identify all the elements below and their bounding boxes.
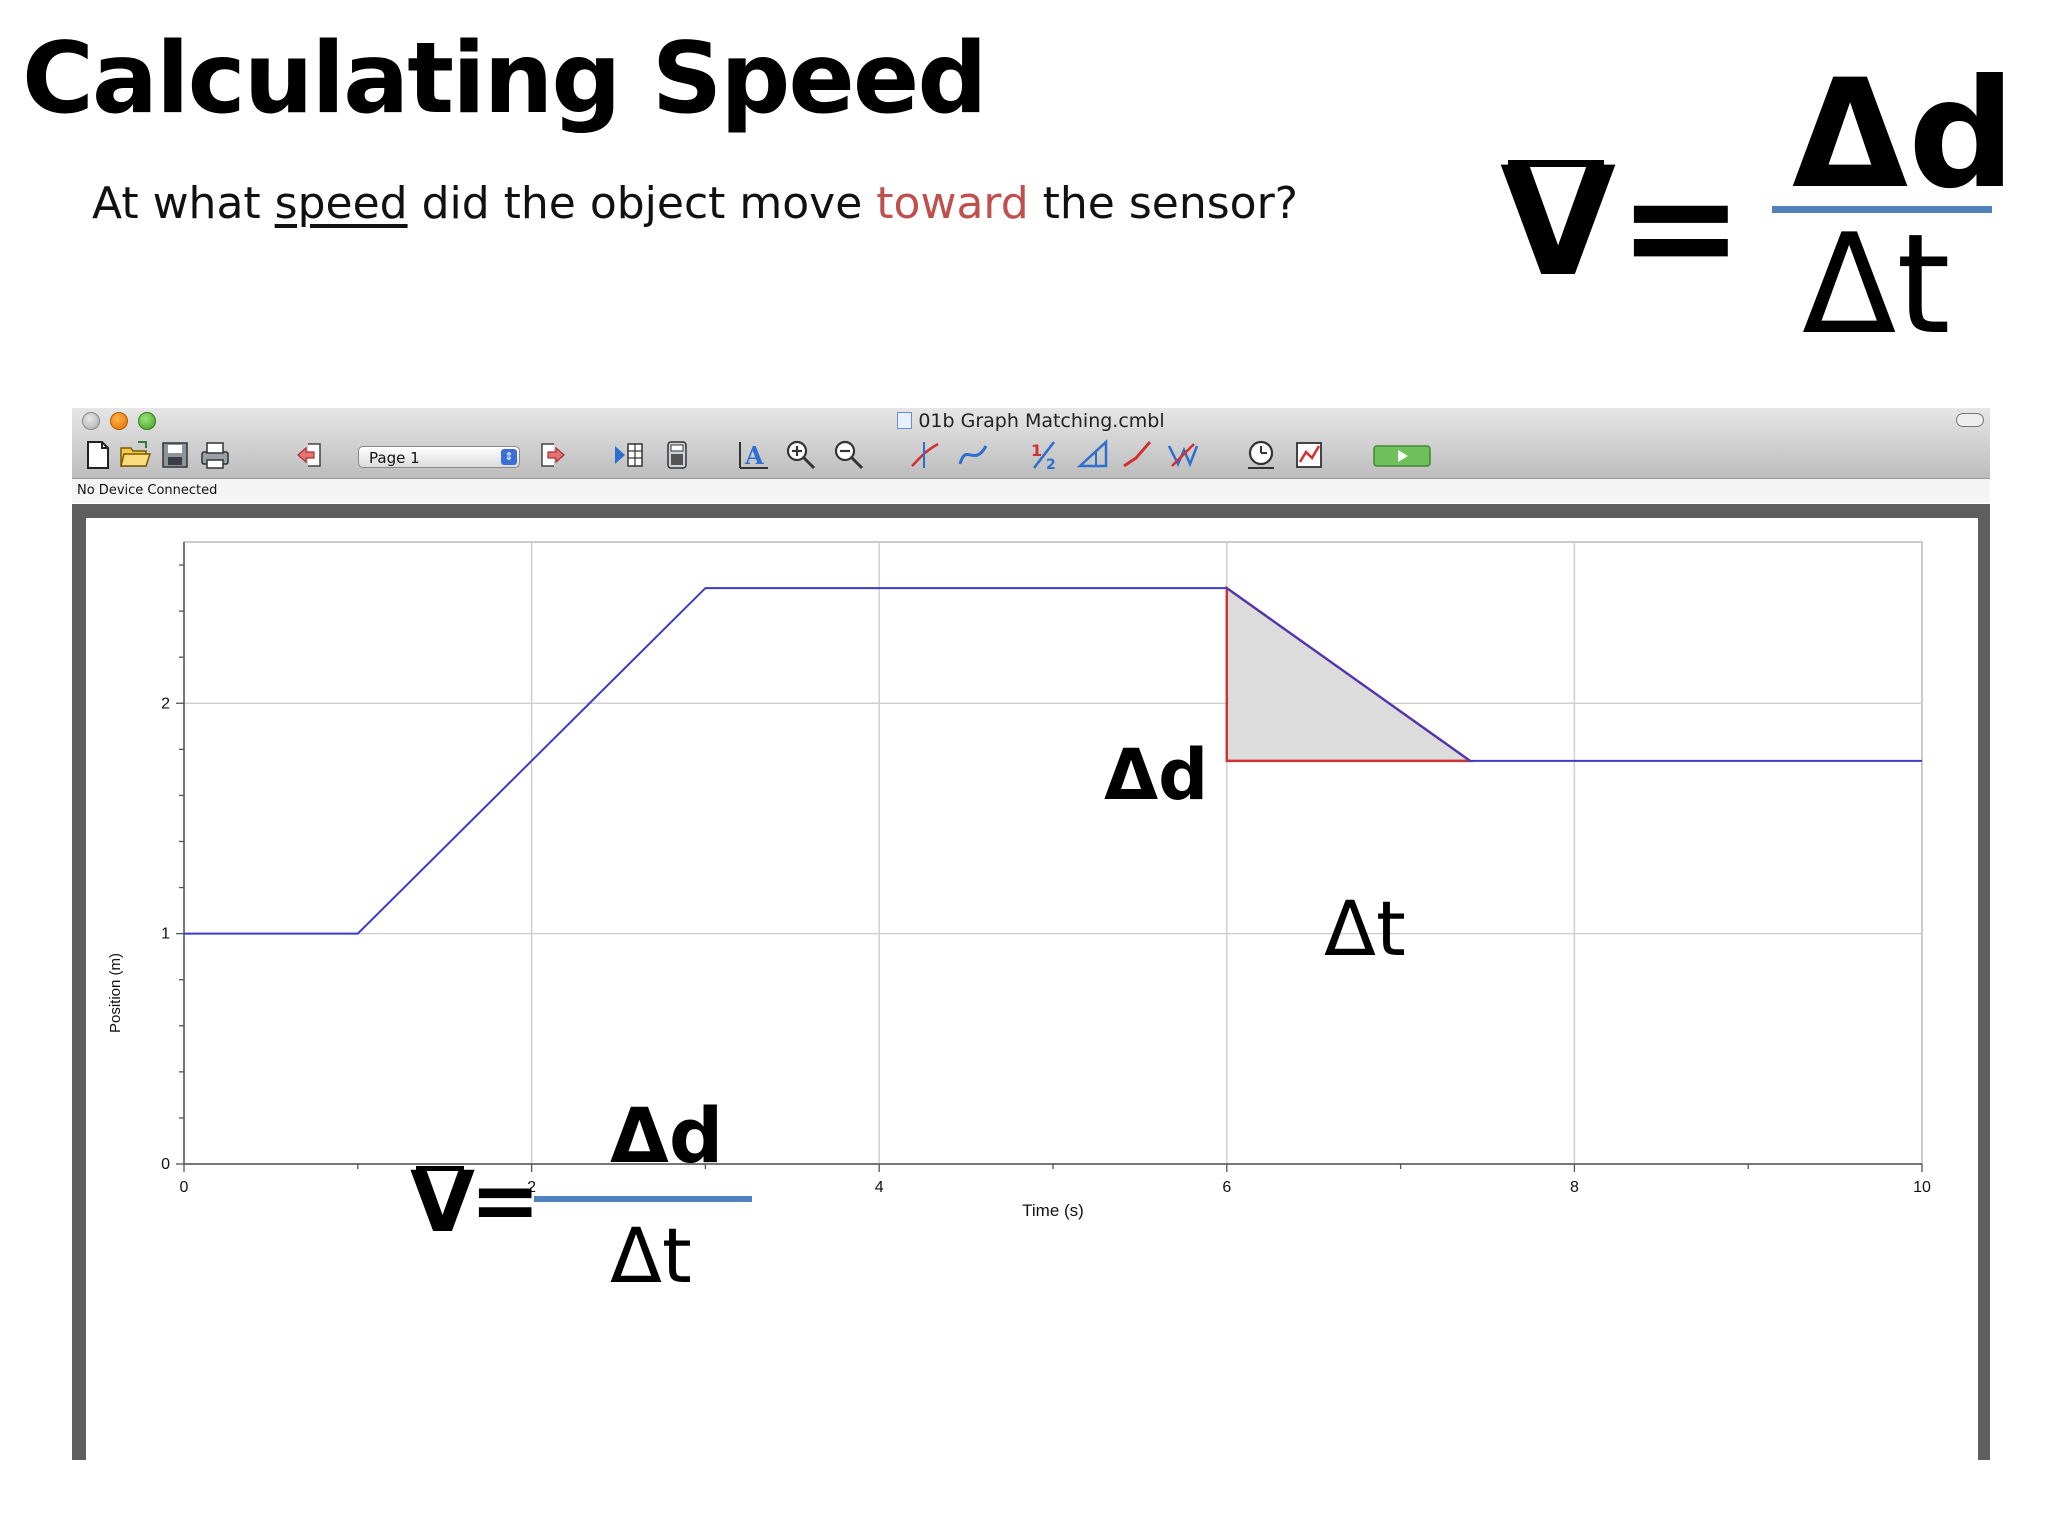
x-axis-label: Time (s) (1022, 1201, 1084, 1220)
chart-grid (183, 541, 1923, 1165)
question-text: At what speed did the object move toward… (92, 178, 1298, 229)
autoscale-icon[interactable]: A (736, 438, 770, 472)
x-tick-label: 6 (1222, 1179, 1231, 1196)
graph-area[interactable]: 0 2 4 6 8 10 0 1 2 Time (s) Position (m) Δd Δt V… (86, 518, 1978, 1460)
device-status: No Device Connected (72, 479, 1990, 503)
x-tick-label: 2 (527, 1179, 536, 1196)
zoom-in-icon[interactable] (784, 438, 818, 472)
examine-icon[interactable] (908, 438, 942, 472)
y-tick-label: 1 (161, 926, 170, 943)
window-titlebar: 01b Graph Matching.cmbl Page 1 ⇕ A (72, 408, 1990, 479)
logger-pro-window: 01b Graph Matching.cmbl Page 1 ⇕ A (72, 408, 1990, 1460)
chart-tick-labels: 0 2 4 6 8 10 0 1 2 (161, 695, 1931, 1196)
graph-options-icon[interactable] (1292, 438, 1326, 472)
curve-fit-icon[interactable] (1166, 438, 1200, 472)
x-tick-label: 10 (1913, 1179, 1931, 1196)
data-collection-icon[interactable] (1244, 438, 1278, 472)
close-window-button[interactable] (82, 412, 100, 430)
y-axis-label: Position (m) (107, 953, 124, 1033)
velocity-overbar (1508, 160, 1604, 167)
delta-d-annotation: Δd (1104, 734, 1209, 816)
position-series-line (184, 587, 1922, 935)
formula-numerator-small: Δd (610, 1091, 724, 1180)
data-table-icon[interactable] (612, 438, 646, 472)
y-tick-label: 0 (161, 1156, 170, 1173)
graph-frame: 0 2 4 6 8 10 0 1 2 Time (s) Position (m) Δd Δt V… (72, 504, 1990, 1460)
zoom-window-button[interactable] (138, 412, 156, 430)
collect-icon[interactable] (1372, 438, 1432, 472)
linear-fit-icon[interactable] (1120, 438, 1154, 472)
y-tick-label: 2 (161, 695, 170, 712)
speed-formula-large: V = Δd Δt (1490, 60, 2015, 354)
velocity-symbol-small: V (410, 1153, 476, 1251)
chart-axes (183, 542, 1922, 1165)
window-title: 01b Graph Matching.cmbl (72, 408, 1990, 434)
svg-text:1: 1 (1031, 441, 1042, 460)
slide-title: Calculating Speed (22, 22, 988, 136)
save-icon[interactable] (158, 438, 192, 472)
question-underlined-word: speed (274, 178, 408, 229)
formula-numerator: Δd (1792, 48, 2016, 222)
page-select-value: Page 1 (369, 449, 420, 467)
x-tick-label: 0 (180, 1179, 189, 1196)
question-part-3: the sensor? (1028, 178, 1299, 229)
formula-denominator-small: Δt (610, 1211, 692, 1300)
calculator-icon[interactable] (660, 438, 694, 472)
page-select[interactable]: Page 1 ⇕ (358, 446, 520, 468)
svg-text:2: 2 (1046, 457, 1056, 472)
integral-icon[interactable]: 12 (1028, 438, 1062, 472)
back-page-icon[interactable] (294, 438, 328, 472)
new-file-icon[interactable] (80, 438, 114, 472)
chevron-updown-icon: ⇕ (501, 449, 517, 465)
question-highlight-word: toward (876, 178, 1029, 229)
window-title-text: 01b Graph Matching.cmbl (918, 410, 1165, 432)
question-part-1: At what (92, 178, 275, 229)
x-tick-label: 8 (1570, 1179, 1579, 1196)
position-time-chart: 0 2 4 6 8 10 0 1 2 Time (s) Position (m) (107, 541, 1931, 1220)
document-icon (897, 412, 913, 429)
svg-text:A: A (744, 441, 764, 470)
print-icon[interactable] (198, 438, 232, 472)
fraction-line (1772, 206, 1992, 213)
velocity-symbol: V (1500, 136, 1617, 310)
question-part-2: did the object move (407, 178, 877, 229)
zoom-out-icon[interactable] (832, 438, 866, 472)
equals-sign-small: = (470, 1151, 541, 1249)
equals-sign: = (1618, 140, 1744, 314)
x-tick-label: 4 (875, 1179, 884, 1196)
formula-denominator: Δt (1802, 204, 1951, 365)
interpolate-icon[interactable] (956, 438, 990, 472)
minimize-window-button[interactable] (110, 412, 128, 430)
fraction-line-small (534, 1196, 752, 1202)
chart-ticks (176, 564, 1923, 1172)
next-page-icon[interactable] (534, 438, 568, 472)
toolbar-toggle-button[interactable] (1956, 413, 1984, 427)
velocity-overbar-small (416, 1166, 464, 1171)
plot-border (183, 541, 1923, 1165)
open-folder-icon[interactable] (118, 438, 152, 472)
speed-formula-small: V = Δd Δt (410, 1098, 790, 1298)
delta-t-annotation: Δt (1324, 884, 1406, 973)
tangent-icon[interactable] (1076, 438, 1110, 472)
